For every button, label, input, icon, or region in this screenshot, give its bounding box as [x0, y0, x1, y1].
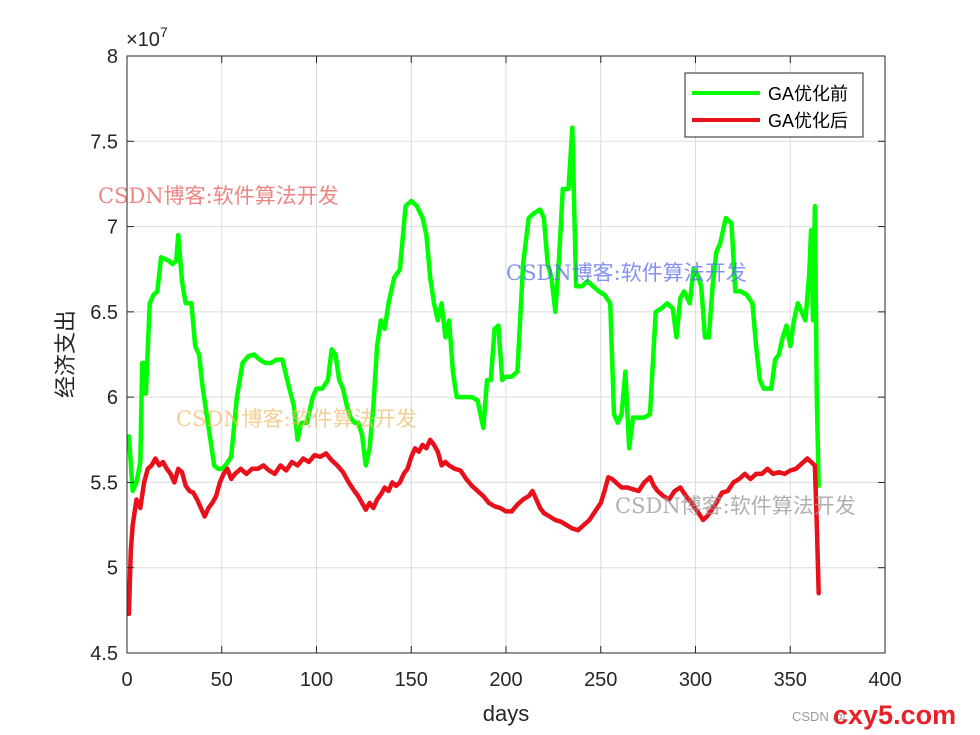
- watermark-text: CSDN博客:软件算法开发: [176, 407, 417, 431]
- y-exponent-base: ×10: [126, 29, 160, 51]
- legend-label-after: GA优化后: [768, 111, 848, 131]
- x-tick-label: 250: [584, 669, 617, 691]
- x-tick-label: 0: [121, 669, 132, 691]
- series-line-after: [126, 437, 821, 617]
- y-tick-label: 7: [107, 217, 118, 239]
- y-tick-label: 6: [107, 387, 118, 409]
- x-tick-label: 50: [211, 669, 233, 691]
- watermark-text: CSDN博客:软件算法开发: [506, 261, 747, 285]
- x-tick-label: 400: [868, 669, 901, 691]
- legend: GA优化前 GA优化后: [684, 72, 864, 138]
- x-tick-label: 350: [774, 669, 807, 691]
- x-tick-label: 300: [679, 669, 712, 691]
- x-tick-label: 100: [300, 669, 333, 691]
- watermark-text: CSDN博客:软件算法开发: [98, 184, 339, 208]
- series-line-before: [126, 125, 821, 494]
- x-axis-label: days: [483, 701, 529, 726]
- site-logo: cxy5.com: [833, 700, 957, 730]
- x-tick-label: 200: [489, 669, 522, 691]
- legend-label-before: GA优化前: [768, 84, 848, 104]
- tick-layer: 0 50 100 150 200 250 300 350 400 4.5 5 5.5 6 6.5 7 7.5 8: [90, 46, 902, 691]
- y-tick-label: 7.5: [90, 131, 118, 153]
- footer-csdn-text: CSDN @: [792, 709, 846, 724]
- watermark-text: CSDN博客:软件算法开发: [615, 494, 856, 518]
- x-tick-label: 150: [395, 669, 428, 691]
- y-exponent-power: 7: [160, 24, 168, 40]
- y-exponent-label: ×107: [126, 24, 168, 51]
- y-tick-label: 5.5: [90, 472, 118, 494]
- y-tick-label: 4.5: [90, 643, 118, 665]
- legend-box: [684, 72, 864, 138]
- y-axis-label: 经济支出: [53, 310, 78, 398]
- y-tick-label: 5: [107, 558, 118, 580]
- y-tick-label: 6.5: [90, 302, 118, 324]
- series-layer: [126, 125, 821, 617]
- y-tick-label: 8: [107, 46, 118, 68]
